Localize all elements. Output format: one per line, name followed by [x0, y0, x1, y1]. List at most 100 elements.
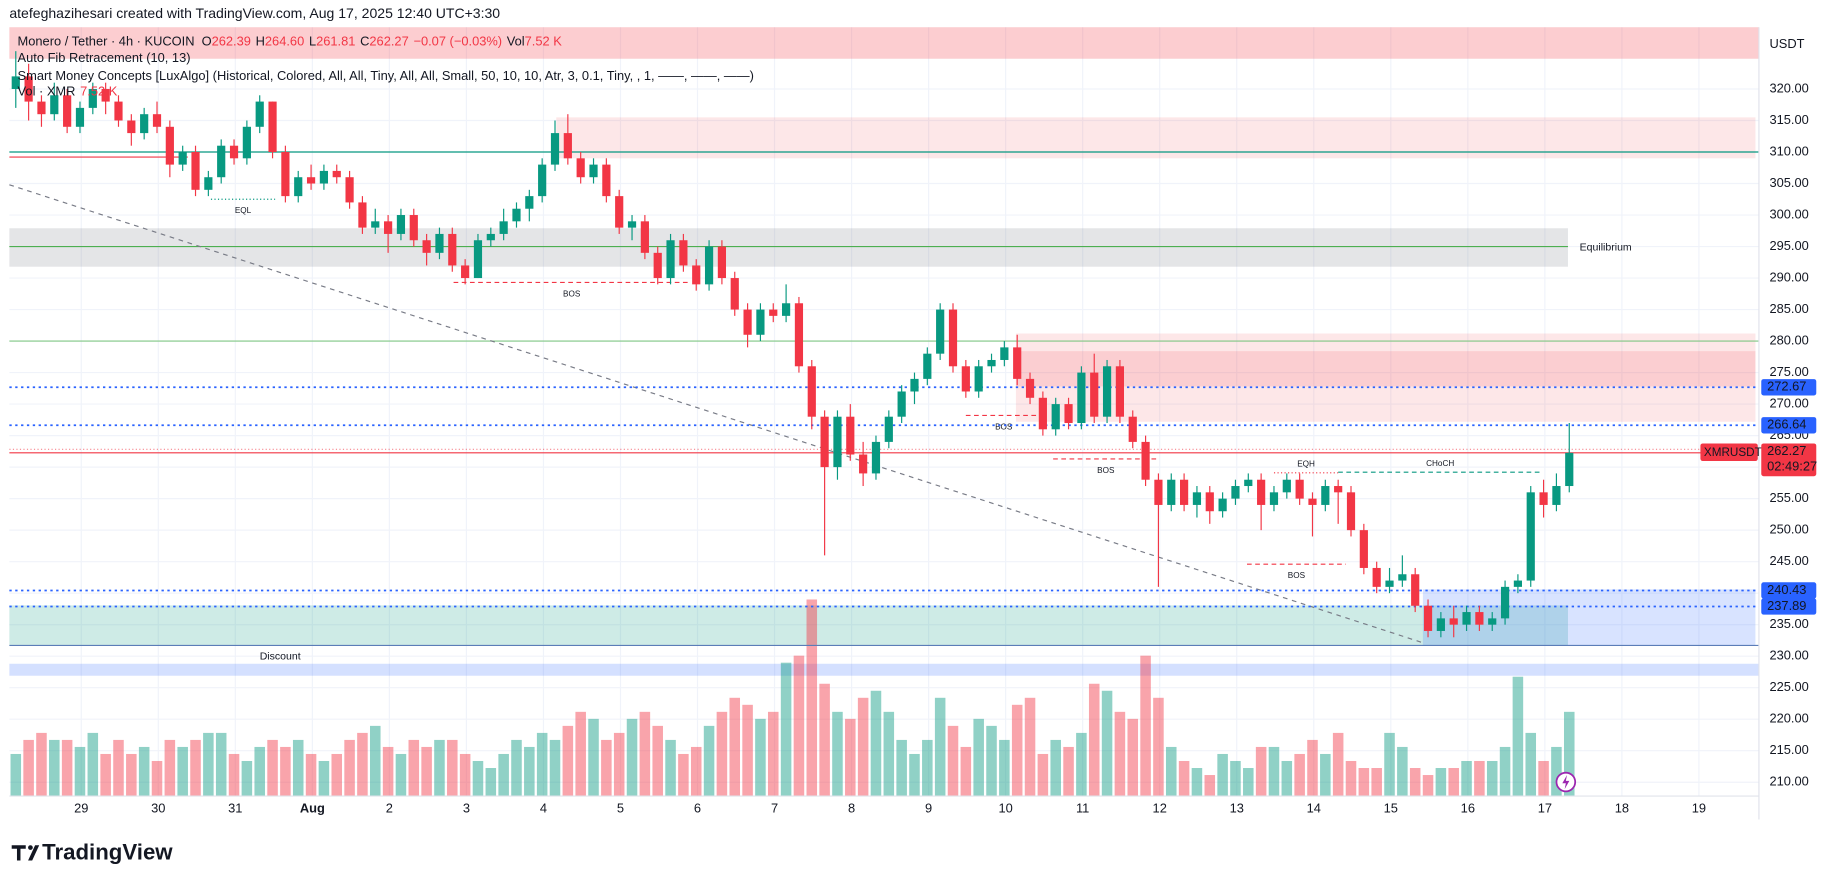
candle-body: [50, 95, 59, 115]
x-tick-label: 19: [1692, 800, 1706, 815]
candle-body: [1372, 567, 1381, 587]
credit: atefeghazihesari created with TradingVie…: [9, 5, 500, 21]
volume-bar: [1165, 746, 1177, 797]
volume-bar: [1499, 746, 1511, 797]
quote-key: O: [202, 34, 212, 49]
volume-bar: [1358, 768, 1370, 797]
candle-body: [152, 114, 162, 127]
volume-bar: [331, 753, 343, 797]
volume-bar: [1345, 760, 1357, 797]
candle-body: [217, 145, 226, 178]
candle-body: [1000, 347, 1009, 360]
y-tick-label: 285.00: [1769, 301, 1808, 316]
candle-body: [627, 221, 637, 228]
volume-bar: [613, 732, 625, 797]
volume-bar: [151, 760, 163, 797]
volume-bar: [1474, 760, 1485, 797]
volume-bar: [896, 739, 907, 797]
zone-label: Equilibrium: [1580, 241, 1632, 253]
volume-bar: [742, 704, 753, 797]
volume-bar: [1153, 697, 1164, 797]
volume-bar: [254, 746, 265, 797]
quote-value: 262.39: [212, 34, 251, 49]
volume-bar: [280, 746, 291, 797]
y-tick-label: 245.00: [1769, 553, 1808, 568]
x-tick-label: 30: [151, 800, 165, 815]
candle-body: [1359, 530, 1368, 568]
candle-body: [345, 177, 354, 203]
indicator[interactable]: Smart Money Concepts [LuxAlgo] (Historic…: [18, 68, 754, 83]
candle-body: [1565, 452, 1574, 487]
volume-bar: [1435, 768, 1447, 797]
volume-bar: [883, 711, 895, 797]
x-tick-label: 13: [1230, 800, 1244, 815]
zone: [9, 605, 1568, 646]
logo[interactable]: [11, 845, 40, 861]
volume-bar: [1101, 690, 1113, 797]
volume-bar: [1255, 746, 1267, 797]
candle-body: [743, 309, 752, 335]
y-tick-label: 310.00: [1769, 143, 1808, 158]
volume-bar: [126, 753, 137, 797]
volume-bar: [472, 760, 484, 797]
volume-bar: [870, 690, 882, 797]
candle-body: [1218, 498, 1227, 512]
current-price-box: [1761, 443, 1817, 477]
candle-body: [88, 88, 97, 108]
structure-label: BOS: [1097, 466, 1115, 475]
volume-bar: [1422, 775, 1434, 797]
indicator[interactable]: Vol · XMR 7.52 K: [18, 84, 118, 99]
y-tick-label: 230.00: [1769, 648, 1808, 663]
volume-bar: [780, 662, 792, 797]
candle-body: [1500, 586, 1510, 619]
symbol-label: XMRUSDT: [1704, 446, 1762, 459]
volume-bar: [447, 739, 458, 797]
symbol-line: Monero / Tether · 4h · KUCOIN O262.39 H264…: [18, 34, 563, 49]
volume-bar: [549, 739, 561, 797]
candle-body: [396, 215, 406, 234]
volume-bar: [639, 711, 651, 797]
y-tick-label: 225.00: [1769, 679, 1808, 694]
volume-bar: [601, 739, 612, 797]
candle-body: [756, 309, 765, 335]
volume-bar: [806, 599, 818, 797]
candle-body: [1385, 580, 1394, 587]
brand[interactable]: TradingView: [42, 839, 173, 864]
indicator-value: 7.52 K: [80, 84, 118, 99]
candle-body: [538, 164, 547, 197]
volume-bar: [665, 739, 676, 797]
price-label-box: [1761, 582, 1817, 599]
candle-body: [1115, 366, 1125, 417]
candle-body: [319, 170, 329, 184]
volume-bar: [1204, 775, 1216, 797]
indicator[interactable]: Auto Fib Retracement (10, 13): [18, 50, 191, 65]
volume-bar: [1127, 718, 1139, 797]
volume-bar: [524, 746, 535, 797]
volume-bar: [203, 732, 214, 797]
candle-body: [1128, 416, 1137, 442]
candle-body: [1308, 498, 1317, 505]
candle-body: [1269, 492, 1279, 505]
y-tick-label: 295.00: [1769, 238, 1808, 253]
volume-bar: [1486, 760, 1498, 797]
volume-bar: [305, 753, 317, 797]
x-tick-label: 16: [1461, 800, 1475, 815]
candle-body: [730, 278, 739, 310]
volume-bar: [1307, 739, 1318, 797]
volume-bar: [626, 718, 638, 797]
volume-bar: [819, 683, 830, 797]
candle-body: [794, 303, 804, 367]
candle-body: [101, 88, 110, 102]
volume-bar: [960, 746, 972, 797]
candle-body: [268, 101, 277, 153]
alert-icon[interactable]: [1555, 771, 1577, 793]
y-tick-label: 290.00: [1769, 269, 1808, 284]
candle-body: [332, 170, 341, 178]
structure-label: CHoCH: [1426, 459, 1454, 468]
volume-bar: [536, 732, 548, 797]
volume-bar: [1088, 683, 1100, 797]
candle-body: [807, 366, 816, 417]
candle-body: [1282, 479, 1291, 493]
volume-bar: [215, 732, 227, 797]
volume-bar: [344, 739, 355, 797]
